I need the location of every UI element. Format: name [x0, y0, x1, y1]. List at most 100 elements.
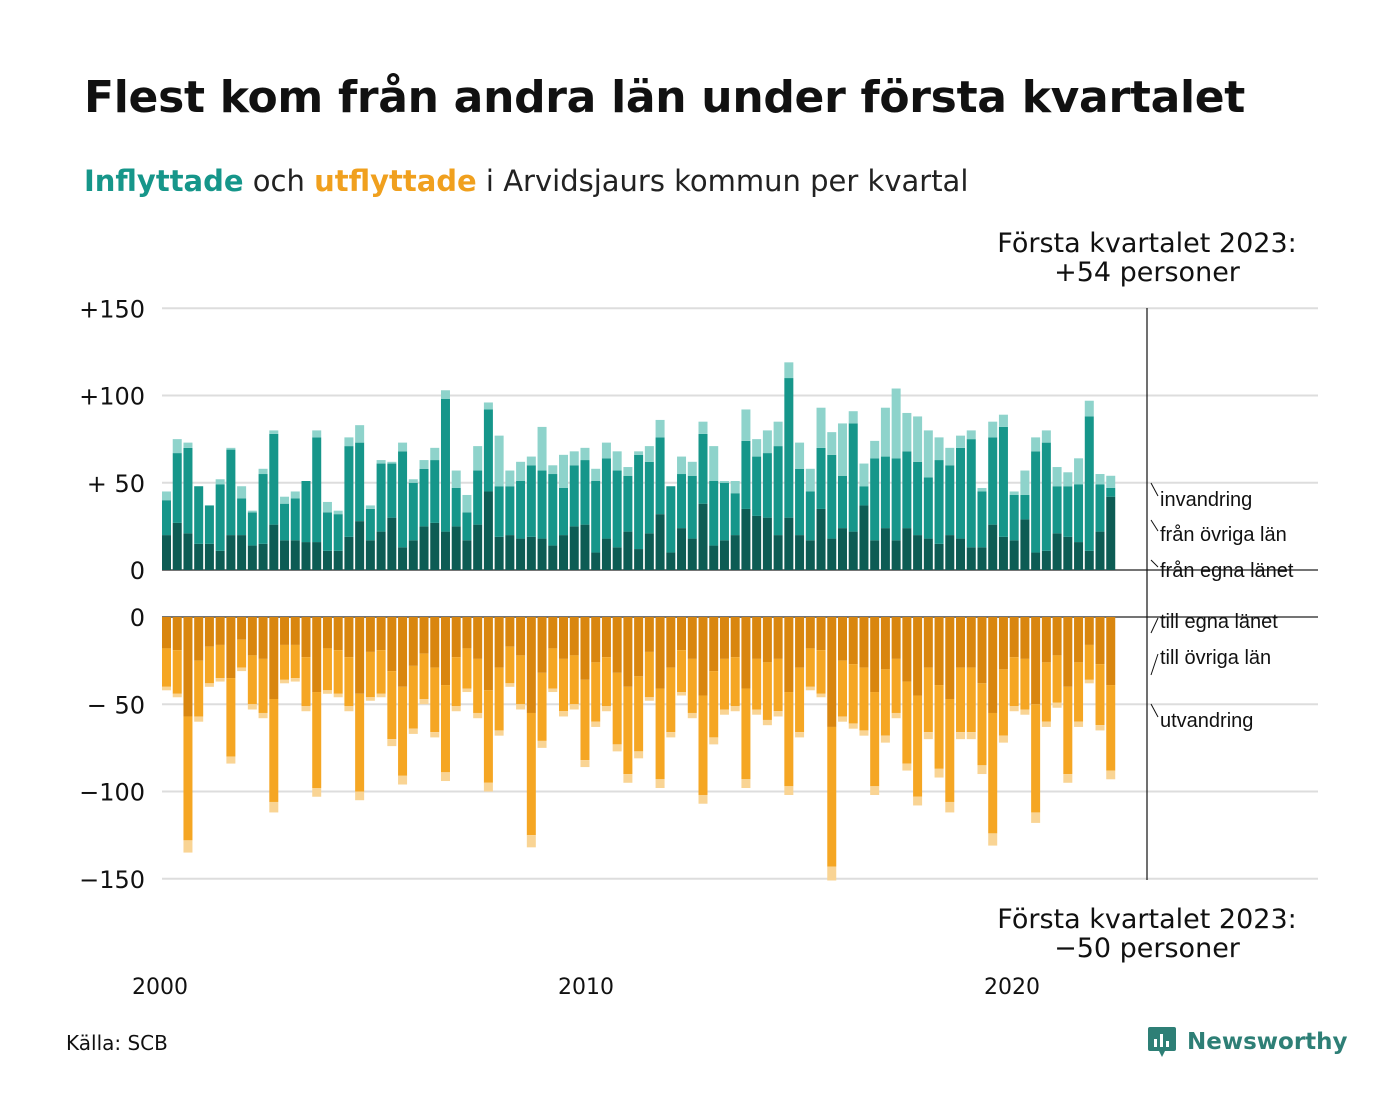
bar-in-ovriga	[280, 503, 290, 541]
bar-in-egna	[859, 505, 869, 570]
bar-in-invandring	[215, 479, 225, 485]
bar-in-invandring	[634, 451, 644, 455]
bar-out-egna	[677, 617, 687, 651]
legend-leader	[1150, 519, 1159, 532]
bar-in-egna	[709, 545, 719, 570]
legend-label-out: till övriga län	[1160, 647, 1271, 669]
bar-out-ovriga	[280, 644, 290, 680]
bar-out-utvandring	[204, 683, 214, 687]
bar-in-invandring	[355, 425, 365, 443]
bar-out-utvandring	[548, 688, 558, 693]
bar-out-egna	[451, 617, 461, 658]
bar-out-ovriga	[848, 664, 858, 724]
bar-out-utvandring	[623, 774, 633, 783]
bar-in-egna	[355, 521, 365, 570]
bar-in-invandring	[848, 411, 858, 424]
bar-out-ovriga	[1052, 655, 1062, 703]
bar-in-invandring	[977, 487, 987, 492]
bar-out-egna	[805, 617, 815, 649]
bar-in-ovriga	[730, 493, 740, 536]
bar-out-egna	[1095, 617, 1105, 665]
bar-in-invandring	[677, 456, 687, 475]
bar-in-ovriga	[387, 463, 397, 518]
bar-in-invandring	[891, 388, 901, 459]
bar-out-egna	[827, 617, 837, 727]
bar-out-ovriga	[741, 688, 751, 780]
bar-out-utvandring	[269, 801, 279, 813]
bar-in-egna	[827, 538, 837, 570]
bar-out-egna	[601, 617, 611, 658]
bar-out-ovriga	[494, 667, 504, 731]
bar-out-utvandring	[752, 709, 762, 715]
bar-out-ovriga	[677, 650, 687, 693]
annotation-top-line2: +54 personer	[1054, 257, 1241, 288]
bar-out-utvandring	[1074, 721, 1084, 727]
bar-in-invandring	[1052, 467, 1062, 487]
chart-subtitle: Inflyttade och utflyttade i Arvidsjaurs …	[84, 164, 968, 198]
bar-in-egna	[773, 535, 783, 570]
bar-out-ovriga	[923, 667, 933, 733]
bar-out-utvandring	[387, 739, 397, 747]
bar-out-ovriga	[827, 726, 837, 867]
bar-in-ovriga	[301, 481, 311, 543]
bar-in-egna	[902, 528, 912, 570]
bar-in-egna	[516, 538, 526, 570]
bar-in-ovriga	[1020, 494, 1030, 520]
bar-out-ovriga	[612, 672, 622, 745]
bar-out-utvandring	[172, 693, 182, 698]
bar-in-ovriga	[1031, 451, 1041, 553]
bar-in-egna	[1063, 536, 1073, 570]
subtitle-inflyttade: Inflyttade	[84, 164, 244, 198]
bar-out-ovriga	[419, 653, 429, 700]
bar-in-ovriga	[891, 458, 901, 541]
bar-in-ovriga	[848, 423, 858, 532]
bar-in-invandring	[719, 481, 729, 483]
bar-in-egna	[752, 515, 762, 570]
bar-in-ovriga	[548, 474, 558, 546]
bar-in-egna	[408, 540, 418, 570]
bar-out-utvandring	[827, 866, 837, 881]
bar-in-egna	[569, 526, 579, 570]
bar-in-egna	[848, 531, 858, 570]
bar-in-ovriga	[451, 487, 461, 527]
bar-out-utvandring	[848, 723, 858, 729]
bar-out-egna	[988, 617, 998, 713]
bar-in-invandring	[1020, 470, 1030, 495]
bar-in-egna	[1052, 533, 1062, 570]
bar-in-ovriga	[677, 474, 687, 529]
bar-out-utvandring	[344, 705, 354, 712]
bar-out-egna	[419, 617, 429, 654]
bar-in-ovriga	[773, 446, 783, 536]
bar-in-ovriga	[440, 398, 450, 532]
bar-in-invandring	[516, 461, 526, 482]
bar-in-ovriga	[430, 460, 440, 523]
bar-in-invandring	[440, 390, 450, 399]
bar-in-invandring	[269, 430, 279, 434]
bar-in-egna	[419, 526, 429, 570]
bar-in-invandring	[237, 486, 247, 499]
bar-out-ovriga	[773, 658, 783, 712]
bar-in-egna	[172, 522, 182, 570]
bar-out-utvandring	[698, 794, 708, 804]
bar-out-utvandring	[666, 732, 676, 738]
bar-in-egna	[923, 538, 933, 570]
bar-out-egna	[848, 617, 858, 665]
bar-in-egna	[966, 547, 976, 570]
bar-in-invandring	[762, 430, 772, 454]
bar-in-egna	[494, 536, 504, 570]
bar-out-egna	[580, 617, 590, 680]
bar-out-ovriga	[644, 651, 654, 698]
bar-out-egna	[784, 617, 794, 693]
bar-out-ovriga	[376, 650, 386, 694]
bar-in-ovriga	[913, 461, 923, 536]
bar-in-invandring	[945, 447, 955, 466]
bar-out-ovriga	[483, 690, 493, 783]
bar-out-ovriga	[805, 648, 815, 687]
bar-out-utvandring	[355, 791, 365, 801]
bar-in-ovriga	[741, 440, 751, 509]
bar-out-egna	[644, 617, 654, 652]
bar-out-utvandring	[1063, 774, 1073, 783]
bar-in-ovriga	[719, 482, 729, 541]
annotation-bottom-line1: Första kvartalet 2023:	[997, 904, 1296, 935]
bar-out-utvandring	[880, 735, 890, 743]
